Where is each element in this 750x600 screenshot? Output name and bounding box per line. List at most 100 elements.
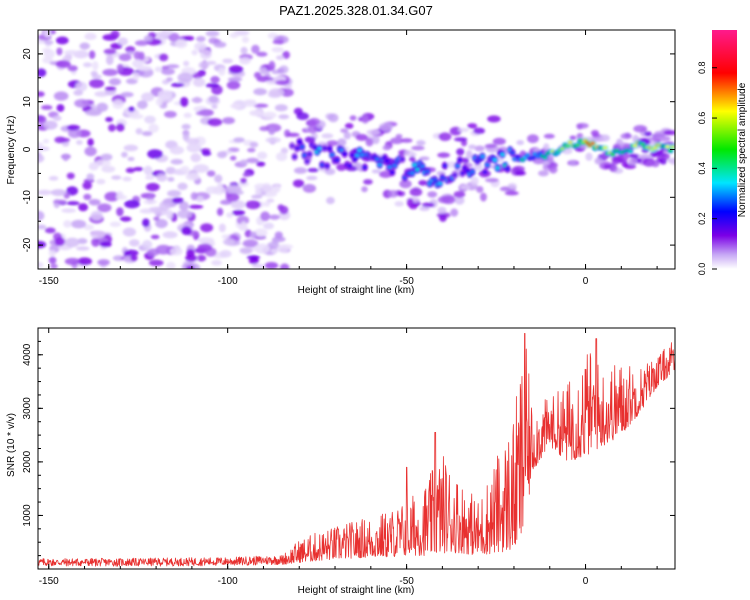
halo-blob [397,190,406,197]
spectrogram-y-tick-label: 0 [22,146,33,152]
noise-blob [38,115,47,124]
noise-blob [271,69,281,75]
halo-blob [532,157,545,165]
noise-blob [249,109,263,117]
ridge-core [360,153,365,157]
halo-blob [473,127,485,135]
halo-blob [390,137,404,145]
halo-blob [504,190,519,196]
noise-blob [177,72,193,83]
noise-blob [102,68,118,77]
snr-y-axis: 1000 2000 3000 4000 [22,327,675,570]
noise-blob [183,60,190,67]
spectrogram-y-tick-label: -10 [22,190,33,205]
halo-blob [543,133,555,139]
noise-blob [268,88,285,97]
noise-blob [268,60,276,71]
snr-plot: -150 -100 -50 0 1000 2000 3000 4000 Height of … [6,327,676,596]
ridge-core [590,141,595,145]
noise-blob [251,263,265,269]
noise-blob [200,49,212,60]
noise-blob [155,97,164,106]
noise-blob [120,91,134,98]
ridge-core [575,143,580,147]
noise-blob [193,164,209,173]
noise-blob [110,42,123,50]
snr-y-tick-label: 4000 [22,343,33,366]
noise-blob [79,42,90,50]
noise-blob [68,128,82,139]
noise-blob [274,104,288,112]
noise-blob [208,95,219,103]
noise-blob [192,72,203,79]
noise-blob [83,193,92,201]
noise-blob [38,142,44,147]
ridge-core [525,153,530,157]
halo-blob [527,134,539,144]
noise-blob [88,198,101,206]
halo-blob [438,132,452,141]
halo-blob [599,134,611,142]
noise-blob [76,246,90,251]
noise-blob [185,254,198,262]
noise-blob [263,201,271,207]
noise-blob [251,44,260,54]
noise-blob [271,47,284,53]
ridge-core [302,153,307,157]
noise-blob [38,189,52,196]
halo-blob [465,150,473,159]
halo-blob [594,157,603,165]
noise-blob [260,211,271,222]
noise-blob [216,182,223,192]
noise-blob [211,104,218,110]
ridge-core [412,163,418,167]
halo-blob [343,131,352,140]
noise-blob [104,191,120,202]
colorbar-tick-label: 0.6 [697,112,707,125]
noise-blob [112,99,124,110]
halo-blob [382,145,391,151]
halo-blob [286,132,300,138]
noise-blob [119,216,132,222]
halo-blob [411,145,425,151]
ridge-core [297,140,302,144]
noise-blob [185,172,200,181]
halo-blob [639,154,652,159]
noise-blob [147,149,163,159]
halo-blob [542,160,551,166]
noise-blob [155,31,171,38]
noise-blob [42,47,51,53]
noise-blob [96,178,106,185]
noise-blob [43,30,52,38]
noise-blob [239,247,253,255]
snr-x-tick-label: -50 [399,576,414,587]
noise-blob [122,227,137,237]
noise-blob [275,55,285,60]
ridge-core [567,140,573,144]
noise-blob [195,36,206,42]
ridge-core [495,166,500,170]
ridge-core [670,145,675,149]
noise-blob [216,207,224,217]
noise-blob [263,222,275,230]
ridge-core [455,164,460,168]
noise-blob [56,47,63,56]
noise-blob [42,57,54,64]
noise-blob [156,173,168,182]
noise-blob [240,177,247,184]
noise-blob [169,145,185,155]
halo-blob [326,196,335,205]
noise-blob [183,112,192,118]
noise-blob [175,38,188,49]
noise-blob [148,259,164,267]
ridge-core [510,151,515,155]
noise-blob [191,49,198,56]
noise-blob [266,198,275,203]
ridge-core [312,145,317,149]
halo-blob [421,202,435,208]
noise-blob [245,200,261,210]
noise-blob [231,209,246,216]
halo-blob [388,189,399,198]
noise-blob [230,200,246,209]
noise-blob [50,189,67,196]
